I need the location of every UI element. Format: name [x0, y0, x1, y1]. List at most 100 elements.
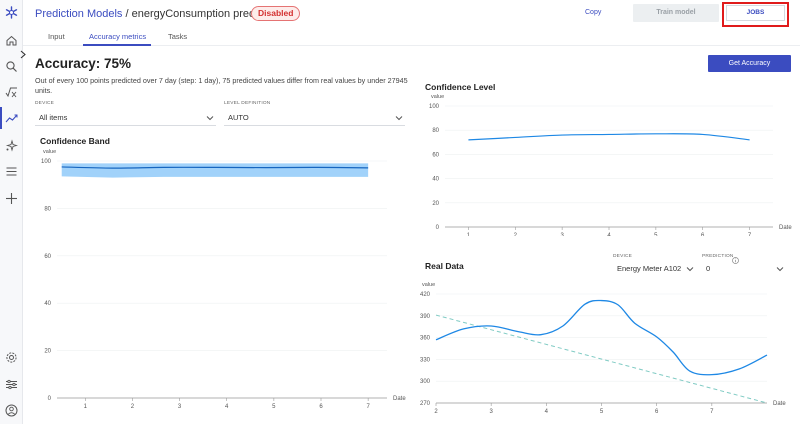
- x-tick-label: 4: [545, 409, 549, 415]
- x-tick-label: 1: [84, 404, 88, 410]
- function-icon[interactable]: [5, 86, 18, 99]
- sparkle-icon[interactable]: [5, 139, 18, 152]
- x-tick-label: 6: [655, 409, 659, 415]
- x-tick-label: 2: [434, 409, 438, 415]
- get-accuracy-button[interactable]: Get Accuracy: [708, 55, 791, 72]
- user-icon[interactable]: [5, 404, 18, 417]
- chevron-down-icon: [686, 265, 694, 273]
- tab-accuracy-metrics[interactable]: Accuracy metrics: [89, 32, 147, 41]
- breadcrumb-link[interactable]: Prediction Models: [35, 8, 123, 20]
- tab-bar: Input Accuracy metrics Tasks: [23, 28, 800, 46]
- active-tab-underline: [83, 44, 151, 46]
- y-tick-label: 100: [429, 104, 440, 110]
- search-icon[interactable]: [5, 60, 18, 73]
- y-tick-label: 20: [432, 201, 439, 207]
- jobs-highlight: [722, 2, 789, 27]
- device-select-value: All items: [39, 113, 68, 122]
- confidence-level-chart: value 0 20 40 60 80 100 1 2 3 4 5 6 7 Date: [429, 94, 792, 236]
- confidence-band-area: [61, 163, 369, 178]
- jobs-button[interactable]: JOBS: [726, 5, 785, 21]
- y-axis-label: value: [422, 282, 435, 288]
- x-tick-label: 6: [319, 404, 323, 410]
- x-axis-label: Date: [393, 396, 406, 402]
- y-tick-label: 40: [432, 177, 439, 183]
- left-nav-rail: [0, 0, 23, 424]
- y-tick-label: 40: [44, 301, 51, 307]
- status-badge: Disabled: [251, 6, 301, 21]
- x-axis-label: Date: [779, 225, 792, 231]
- y-tick-label: 80: [44, 206, 51, 212]
- tab-input[interactable]: Input: [48, 32, 65, 41]
- real-data-device-label: DEVICE: [613, 254, 633, 259]
- y-tick-label: 80: [432, 128, 439, 134]
- x-tick-label: 1: [467, 233, 471, 236]
- y-tick-label: 60: [44, 254, 51, 260]
- info-icon[interactable]: [732, 251, 739, 264]
- real-data-chart: value 270 300 330 360 390 420 2 3 4 5 6 7 Date: [420, 282, 786, 415]
- x-tick-label: 5: [654, 233, 658, 236]
- level-definition-value: AUTO: [228, 113, 249, 122]
- y-tick-label: 390: [420, 314, 431, 320]
- sliders-icon[interactable]: [5, 378, 18, 391]
- logo-icon[interactable]: [5, 6, 18, 19]
- active-indicator: [0, 107, 2, 129]
- y-tick-label: 20: [44, 349, 51, 355]
- real-data-device-value: Energy Meter A102: [617, 264, 682, 273]
- chevron-down-icon: [206, 114, 214, 122]
- confidence-level-line: [468, 133, 750, 141]
- y-tick-label: 100: [41, 159, 52, 165]
- y-tick-label: 330: [420, 357, 431, 363]
- x-tick-label: 4: [607, 233, 611, 236]
- x-tick-label: 4: [225, 404, 229, 410]
- menu-icon[interactable]: [5, 165, 18, 178]
- x-tick-label: 5: [600, 409, 604, 415]
- y-axis-label: value: [43, 149, 56, 155]
- tab-tasks[interactable]: Tasks: [168, 32, 188, 41]
- level-definition-label: LEVEL DEFINITION: [224, 101, 271, 106]
- y-tick-label: 300: [420, 379, 431, 385]
- real-data-title: Real Data: [425, 261, 464, 271]
- copy-button[interactable]: Copy: [585, 9, 602, 16]
- x-tick-label: 6: [701, 233, 705, 236]
- real-data-device-select[interactable]: Energy Meter A102: [613, 263, 696, 277]
- prediction-value: 0: [706, 264, 711, 273]
- breadcrumb: Prediction Models / energyConsumption pr…: [35, 8, 281, 20]
- device-select[interactable]: All items: [35, 112, 216, 126]
- prediction-select[interactable]: 0: [702, 263, 786, 277]
- level-definition-select[interactable]: AUTO: [224, 112, 405, 126]
- x-tick-label: 7: [366, 404, 370, 410]
- confidence-band-chart: value 0 20 40 60 80 100 1 2 3 4 5 6 7 Date: [41, 149, 406, 410]
- train-model-button[interactable]: Train model: [633, 4, 719, 22]
- x-tick-label: 2: [514, 233, 518, 236]
- confidence-level-title: Confidence Level: [425, 82, 496, 92]
- breadcrumb-separator: /: [122, 8, 132, 20]
- x-tick-label: 3: [560, 233, 564, 236]
- chevron-down-icon: [776, 265, 784, 273]
- x-tick-label: 3: [489, 409, 493, 415]
- page-header: Prediction Models / energyConsumption pr…: [23, 0, 800, 28]
- chevron-down-icon: [395, 114, 403, 122]
- settings-icon[interactable]: [5, 351, 18, 364]
- trend-icon[interactable]: [5, 112, 18, 125]
- x-tick-label: 3: [178, 404, 182, 410]
- confidence-band-title: Confidence Band: [40, 136, 110, 146]
- y-tick-label: 60: [432, 152, 439, 158]
- home-icon[interactable]: [5, 34, 18, 47]
- breadcrumb-current: energyConsumption prediction: [131, 8, 281, 20]
- x-axis-label: Date: [773, 401, 786, 407]
- y-tick-label: 420: [420, 292, 431, 298]
- real-data-line: [435, 299, 768, 376]
- y-axis-label: value: [431, 94, 444, 100]
- accuracy-title: Accuracy: 75%: [35, 56, 132, 71]
- prediction-label: PREDICTION: [702, 254, 734, 259]
- y-tick-label: 0: [48, 396, 52, 402]
- chevron-right-icon[interactable]: [18, 48, 28, 60]
- accuracy-description: Out of every 100 points predicted over 7…: [35, 76, 408, 95]
- x-tick-label: 2: [131, 404, 135, 410]
- x-tick-label: 5: [272, 404, 276, 410]
- device-label: DEVICE: [35, 101, 55, 106]
- confidence-band-center-line: [61, 166, 369, 169]
- y-tick-label: 270: [420, 401, 431, 407]
- plus-icon[interactable]: [5, 192, 18, 205]
- y-tick-label: 360: [420, 336, 431, 342]
